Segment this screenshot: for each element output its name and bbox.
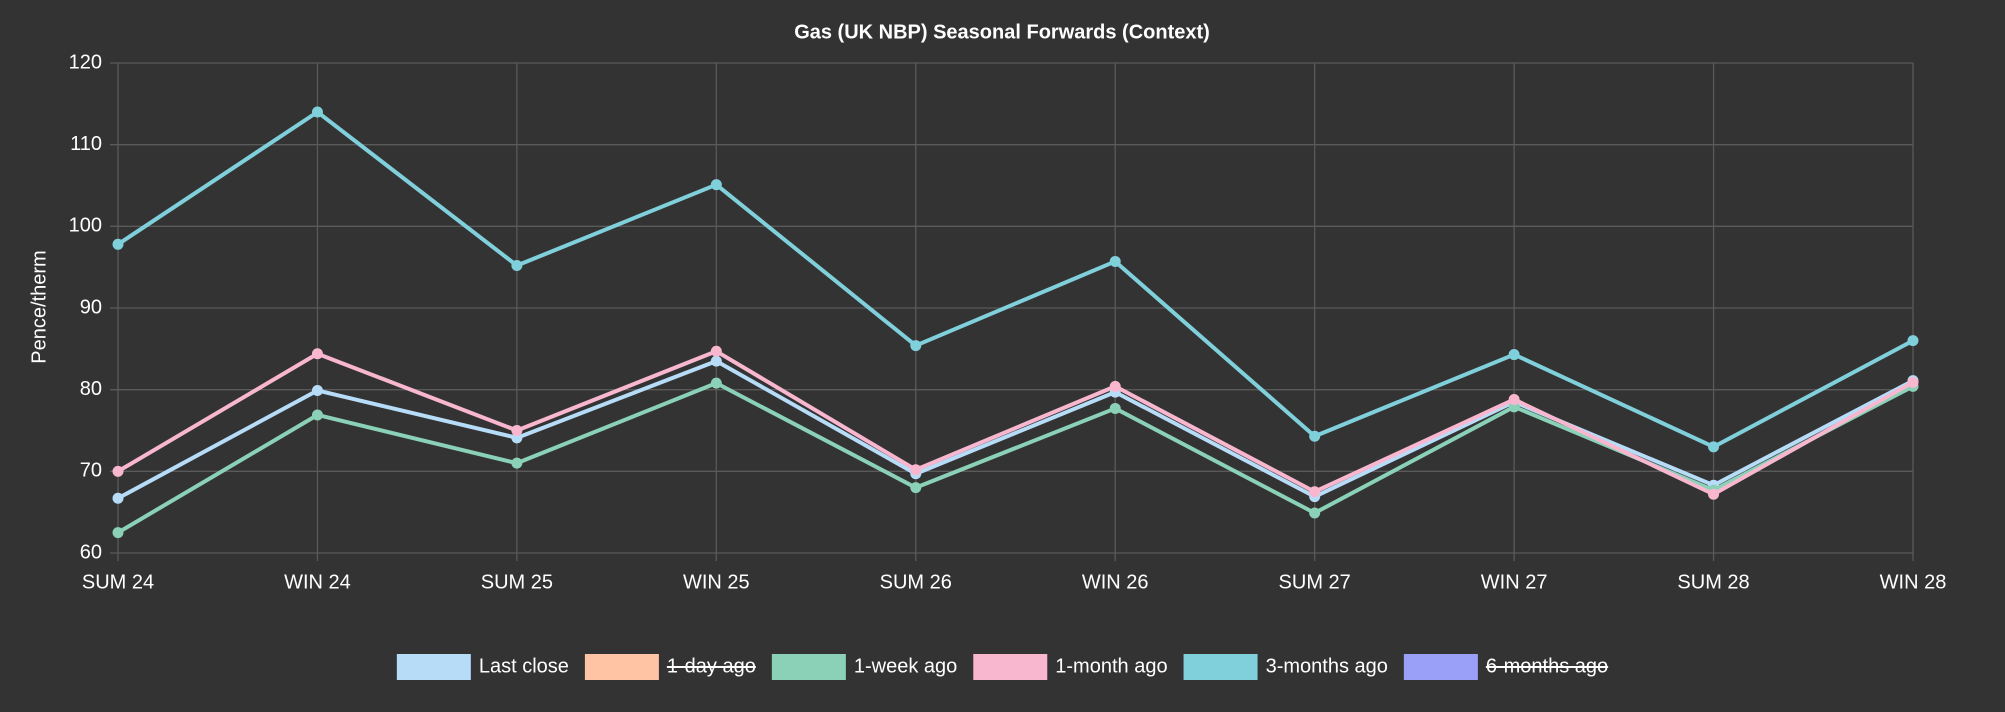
x-tick-label: SUM 26 <box>880 571 952 593</box>
x-tick-label: SUM 27 <box>1279 571 1351 593</box>
data-point <box>710 179 722 191</box>
series-line <box>117 359 1914 501</box>
x-tick-label: WIN 27 <box>1481 571 1548 593</box>
legend: Last close 1-day ago 1-week ago 1-month ago… <box>396 654 1609 680</box>
data-point <box>311 106 323 118</box>
data-point <box>910 340 922 352</box>
legend-label: 1-month ago <box>1055 655 1167 677</box>
y-axis-label: Pence/therm <box>28 250 50 363</box>
series-line <box>116 349 1914 497</box>
x-tick-label: SUM 25 <box>481 571 553 593</box>
data-point <box>1907 376 1919 388</box>
legend-swatch <box>771 654 846 680</box>
data-point <box>112 527 124 539</box>
data-point <box>1508 349 1520 361</box>
legend-label: 1-week ago <box>854 655 957 677</box>
data-point <box>511 457 523 469</box>
y-tick-label: 100 <box>69 215 102 237</box>
data-point <box>910 464 922 476</box>
y-tick-label: 80 <box>80 378 102 400</box>
y-tick-label: 70 <box>80 460 102 482</box>
legend-swatch <box>396 654 471 680</box>
data-point <box>1708 488 1720 500</box>
legend-swatch <box>973 654 1048 680</box>
legend-swatch <box>584 654 659 680</box>
data-point <box>511 260 523 272</box>
data-point <box>1708 441 1720 453</box>
series-line <box>116 110 1914 449</box>
x-tick-label: SUM 24 <box>82 571 154 593</box>
data-point <box>511 425 523 436</box>
data-point <box>1907 335 1919 347</box>
data-point <box>112 492 124 504</box>
data-point <box>1109 402 1121 414</box>
y-tick-label: 90 <box>80 296 102 318</box>
data-point <box>710 355 722 367</box>
data-point <box>1109 380 1121 392</box>
data-point <box>1309 430 1321 442</box>
data-point <box>710 345 722 357</box>
data-point <box>710 377 722 389</box>
x-tick-label: WIN 28 <box>1880 571 1947 593</box>
data-point <box>1309 486 1321 498</box>
legend-swatch <box>1183 654 1258 680</box>
data-point <box>311 409 323 421</box>
x-tick-label: WIN 26 <box>1082 571 1149 593</box>
y-tick-label: 60 <box>80 541 102 563</box>
data-point <box>311 348 323 360</box>
x-tick-label: WIN 24 <box>284 571 351 593</box>
y-tick-label: 120 <box>69 51 102 73</box>
legend-label: Last close <box>479 655 569 677</box>
legend-label: 3-months ago <box>1266 655 1388 677</box>
data-point <box>311 384 323 396</box>
y-tick-label: 110 <box>70 133 102 155</box>
data-point <box>112 465 124 477</box>
x-tick-label: WIN 25 <box>683 571 750 593</box>
data-point <box>1109 255 1121 267</box>
data-point <box>910 482 922 494</box>
legend-swatch <box>1403 654 1478 680</box>
chart-title: Gas (UK NBP) Seasonal Forwards (Context) <box>794 21 1210 43</box>
x-tick-label: SUM 28 <box>1677 571 1749 593</box>
data-point <box>112 238 124 250</box>
data-point <box>1508 393 1520 405</box>
data-point <box>1309 507 1321 519</box>
